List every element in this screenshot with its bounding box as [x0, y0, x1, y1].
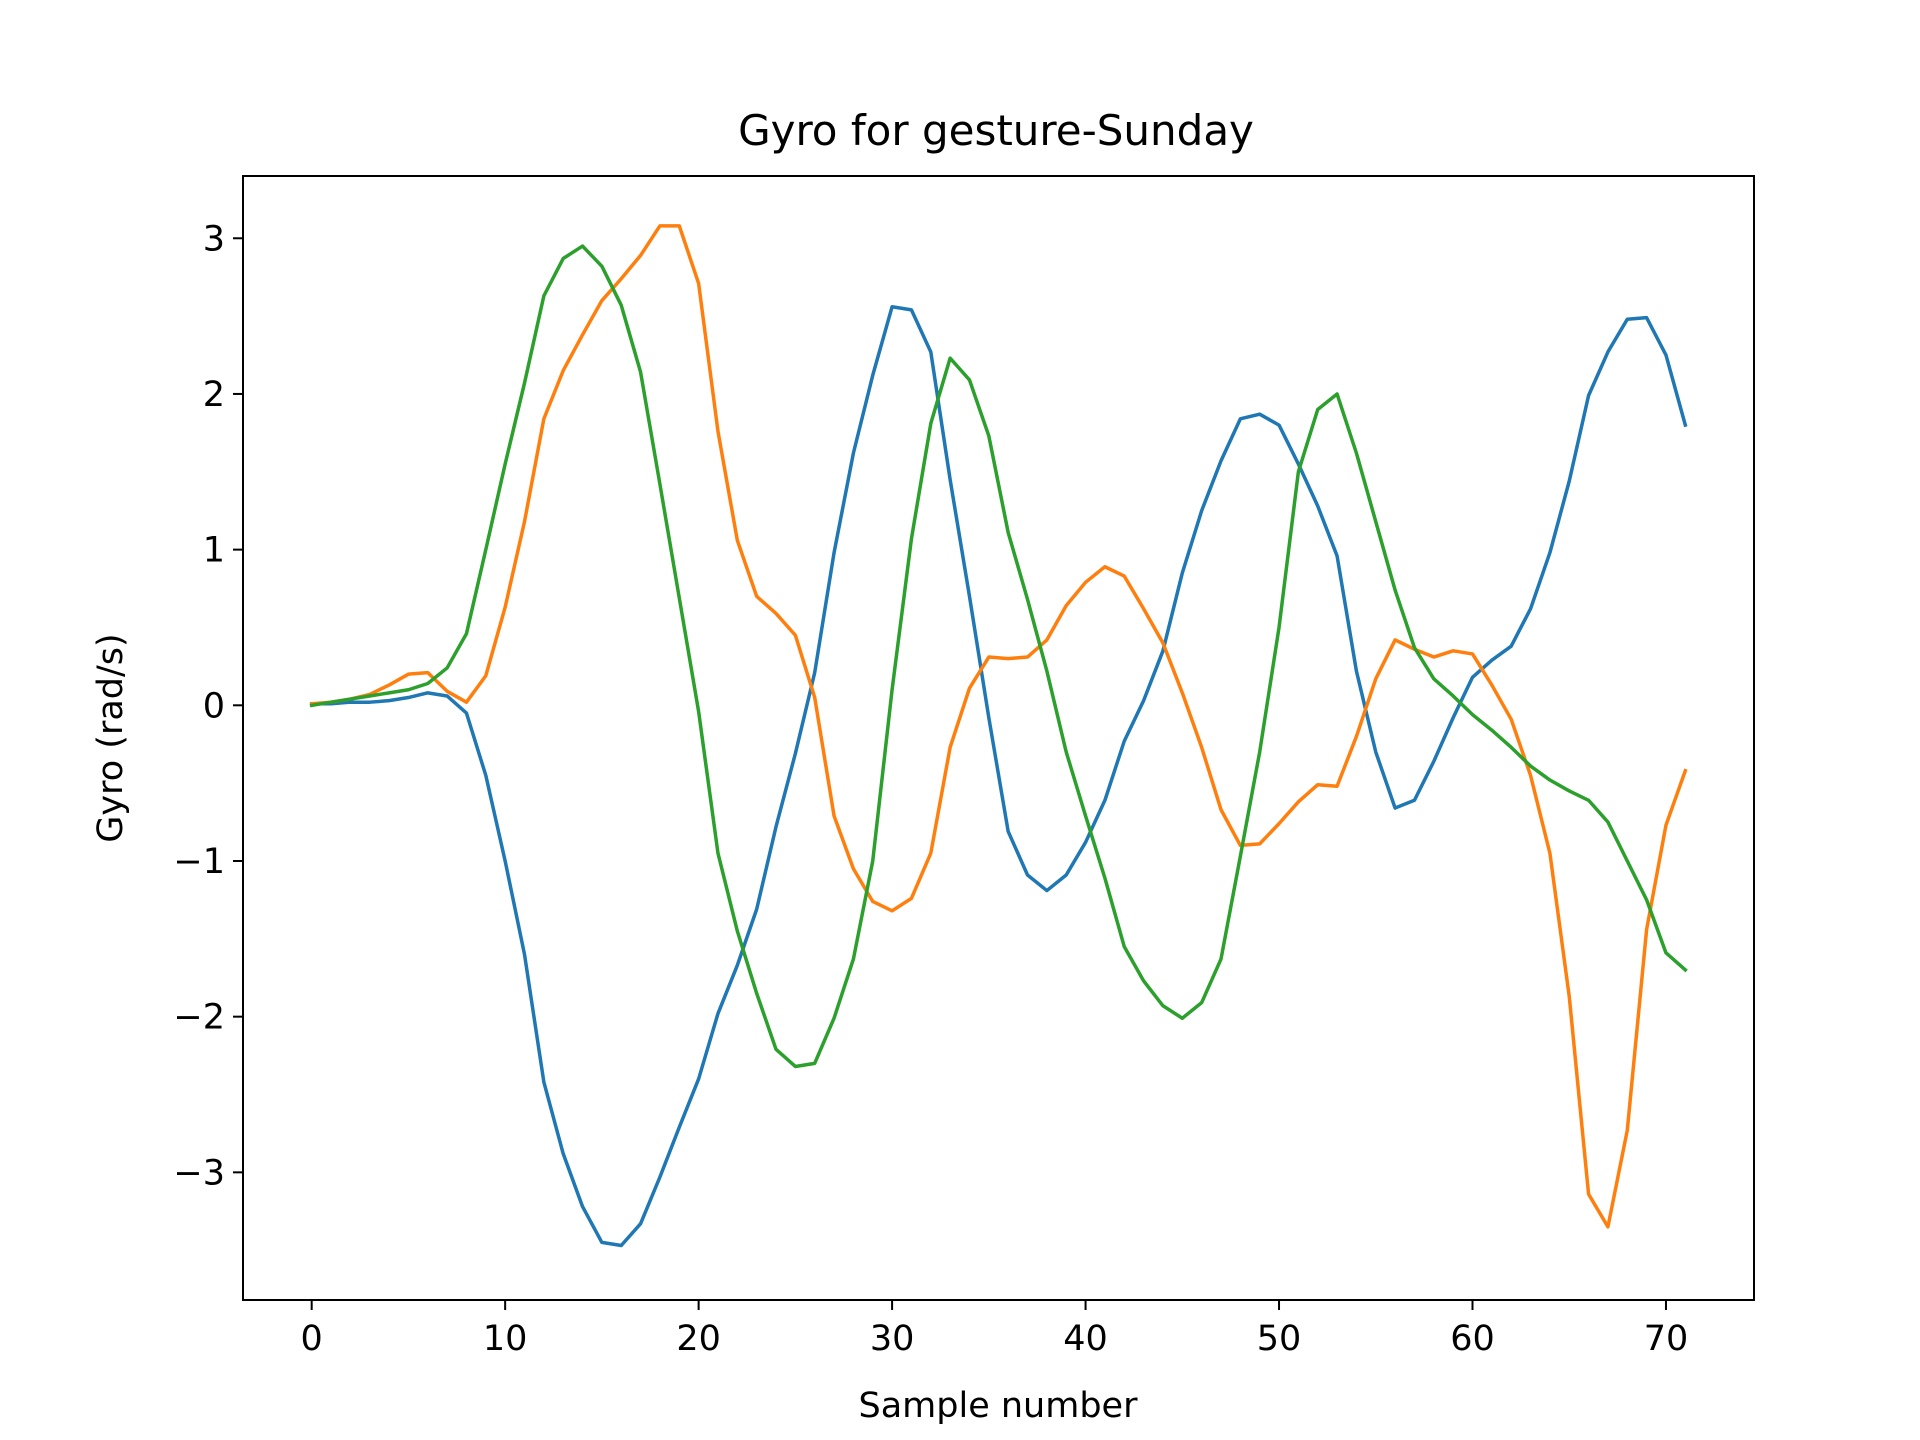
chart-title: Gyro for gesture-Sunday: [738, 106, 1254, 155]
series-line-1: [309, 305, 1688, 1248]
series-layer: [309, 224, 1688, 1248]
x-tick-label: 40: [1063, 1319, 1108, 1359]
y-tick-label: 3: [203, 219, 225, 259]
y-tick-label: −2: [173, 998, 225, 1038]
y-tick-label: 2: [203, 375, 225, 415]
y-axis-ticks: −3 −2 −1 0 1 2 3: [173, 219, 243, 1193]
x-tick-label: 30: [870, 1319, 915, 1359]
y-tick-label: −3: [173, 1153, 225, 1193]
plot-area-frame: [242, 175, 1755, 1301]
x-tick-label: 10: [483, 1319, 528, 1359]
x-tick-label: 50: [1257, 1319, 1302, 1359]
y-tick-label: 0: [203, 686, 225, 726]
series-line-3: [309, 244, 1688, 1069]
y-tick-label: −1: [173, 842, 225, 882]
x-axis-label: Sample number: [859, 1386, 1139, 1426]
x-tick-label: 20: [676, 1319, 721, 1359]
x-tick-label: 60: [1450, 1319, 1495, 1359]
x-tick-label: 0: [301, 1319, 323, 1359]
y-axis-label: Gyro (rad/s): [91, 633, 131, 842]
series-line-2: [309, 224, 1688, 1229]
y-tick-label: 1: [203, 531, 225, 571]
x-axis-ticks: 0 10 20 30 40 50 60 70: [301, 1300, 1689, 1359]
x-tick-label: 70: [1644, 1319, 1689, 1359]
